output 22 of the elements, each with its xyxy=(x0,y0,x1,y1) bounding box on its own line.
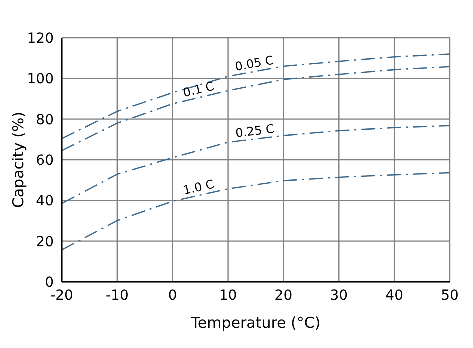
x-tick-label: 0 xyxy=(168,288,178,304)
y-tick-label: 120 xyxy=(27,30,54,47)
text: 0.1 C xyxy=(182,79,216,100)
y-tick-label: 100 xyxy=(27,72,54,88)
line-series xyxy=(62,172,450,251)
line-series xyxy=(62,54,450,140)
x-axis-title: Temperature (°C) xyxy=(190,314,321,332)
text: 1.0 C xyxy=(182,177,216,198)
x-tick-label: 40 xyxy=(386,288,404,304)
x-tick-label: -10 xyxy=(106,288,129,304)
line-series xyxy=(62,125,450,204)
y-tick-label: 40 xyxy=(36,194,54,210)
text: 0.25 C xyxy=(234,122,276,141)
x-tick-label: 10 xyxy=(219,288,238,304)
x-tick-label: 50 xyxy=(441,288,459,304)
y-tick-label: 20 xyxy=(36,234,54,250)
y-axis-title: Capacity (%) xyxy=(9,112,28,208)
y-tick-label: 80 xyxy=(36,112,54,128)
y-tick-label: 60 xyxy=(36,152,54,169)
x-tick-label: 20 xyxy=(274,288,293,304)
x-tick-label: 30 xyxy=(330,288,348,304)
text: 0.05 C xyxy=(234,53,275,74)
